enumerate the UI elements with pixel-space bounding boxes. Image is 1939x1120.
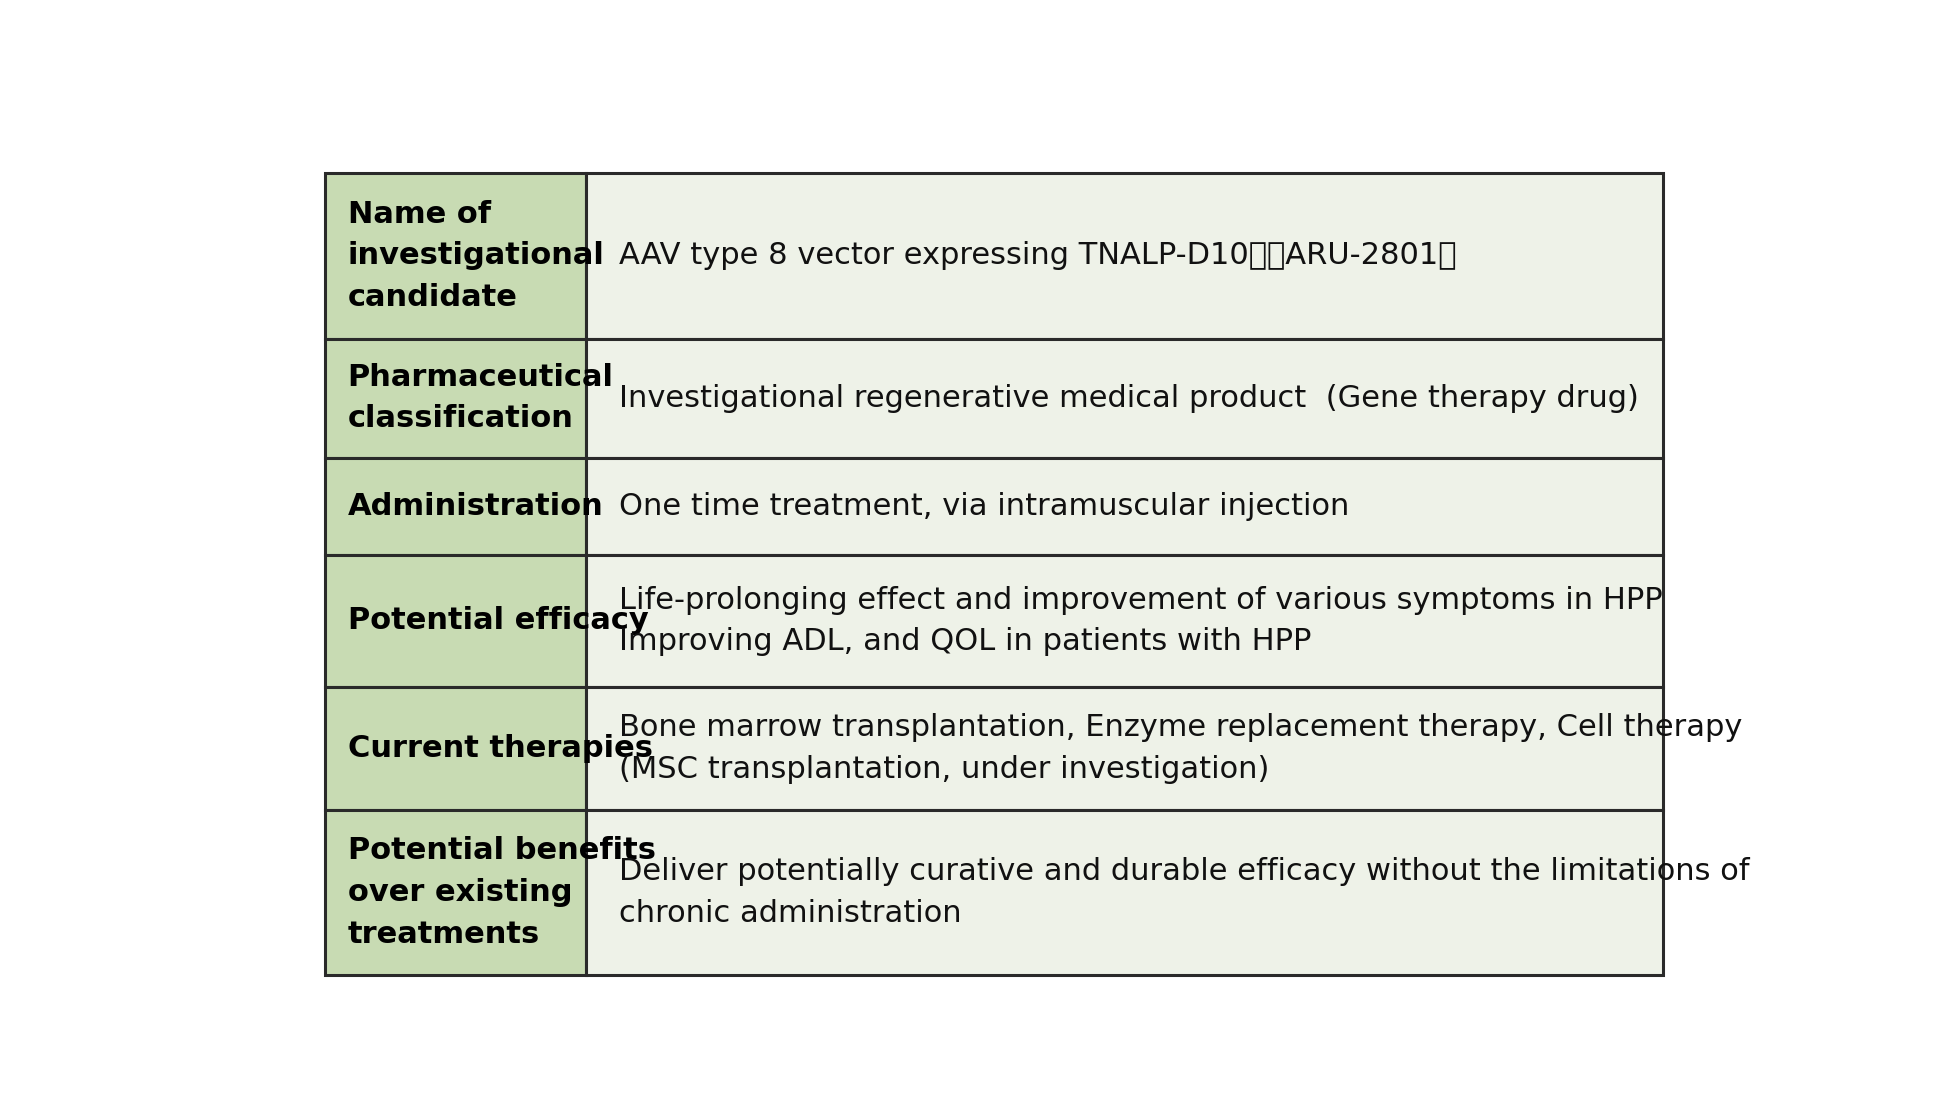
- Bar: [586, 810, 1662, 976]
- Text: Current therapies: Current therapies: [347, 734, 652, 763]
- Bar: [326, 174, 586, 338]
- Bar: [326, 810, 586, 976]
- Text: Deliver potentially curative and durable efficacy without the limitations of
chr: Deliver potentially curative and durable…: [619, 857, 1749, 927]
- Text: Investigational regenerative medical product  (Gene therapy drug): Investigational regenerative medical pro…: [619, 384, 1638, 412]
- Text: Administration: Administration: [347, 492, 603, 521]
- Text: One time treatment, via intramuscular injection: One time treatment, via intramuscular in…: [619, 492, 1350, 521]
- Text: Bone marrow transplantation, Enzyme replacement therapy, Cell therapy
(MSC trans: Bone marrow transplantation, Enzyme repl…: [619, 713, 1741, 784]
- Text: Pharmaceutical
classification: Pharmaceutical classification: [347, 363, 613, 433]
- Bar: [326, 687, 586, 810]
- Text: Potential efficacy: Potential efficacy: [347, 606, 648, 635]
- Text: Name of
investigational
candidate: Name of investigational candidate: [347, 199, 605, 312]
- Bar: [586, 687, 1662, 810]
- Text: AAV type 8 vector expressing TNALP-D10　（ARU-2801）: AAV type 8 vector expressing TNALP-D10 （…: [619, 242, 1456, 270]
- Bar: [586, 174, 1662, 338]
- Bar: [326, 556, 586, 687]
- Bar: [326, 338, 586, 458]
- Bar: [586, 556, 1662, 687]
- Text: Potential benefits
over existing
treatments: Potential benefits over existing treatme…: [347, 837, 655, 949]
- Bar: [586, 458, 1662, 556]
- Text: Life-prolonging effect and improvement of various symptoms in HPP
Improving ADL,: Life-prolonging effect and improvement o…: [619, 586, 1662, 656]
- Bar: [586, 338, 1662, 458]
- Bar: [326, 458, 586, 556]
